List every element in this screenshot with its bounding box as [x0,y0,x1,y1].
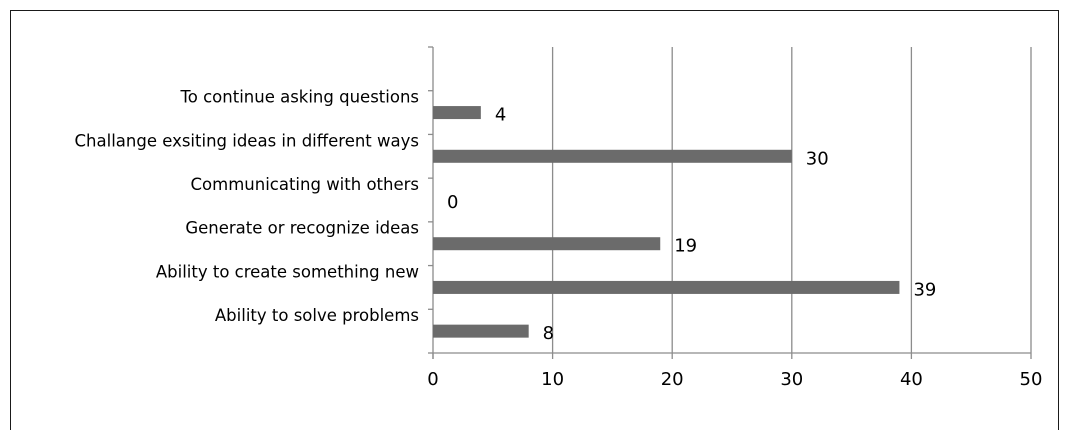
x-tick-label: 30 [780,369,803,390]
x-tick-label: 20 [661,369,684,390]
data-label: 4 [495,105,506,126]
bar [433,106,481,120]
bar [433,324,529,338]
category-label: Ability to solve problems [215,306,419,325]
category-label: To continue asking questions [179,88,419,107]
data-label: 39 [913,279,936,300]
x-tick-label: 50 [1020,369,1043,390]
data-label: 8 [543,323,554,344]
data-label: 30 [806,148,829,169]
data-label: 0 [447,192,458,213]
x-tick-label: 10 [541,369,564,390]
bar [433,149,792,163]
category-label: Generate or recognize ideas [185,219,419,238]
x-tick-label: 0 [427,369,438,390]
category-label: Challange exsiting ideas in different wa… [75,131,419,150]
bar [433,237,661,251]
bar [433,280,900,294]
category-label: Ability to create something new [156,262,419,281]
chart-frame: 0 10 20 30 40 50 Ability to solve problems 8 Abi… [10,10,1059,430]
data-label: 19 [674,236,697,257]
category-label: Communicating with others [191,175,419,194]
x-tick-label: 40 [900,369,923,390]
